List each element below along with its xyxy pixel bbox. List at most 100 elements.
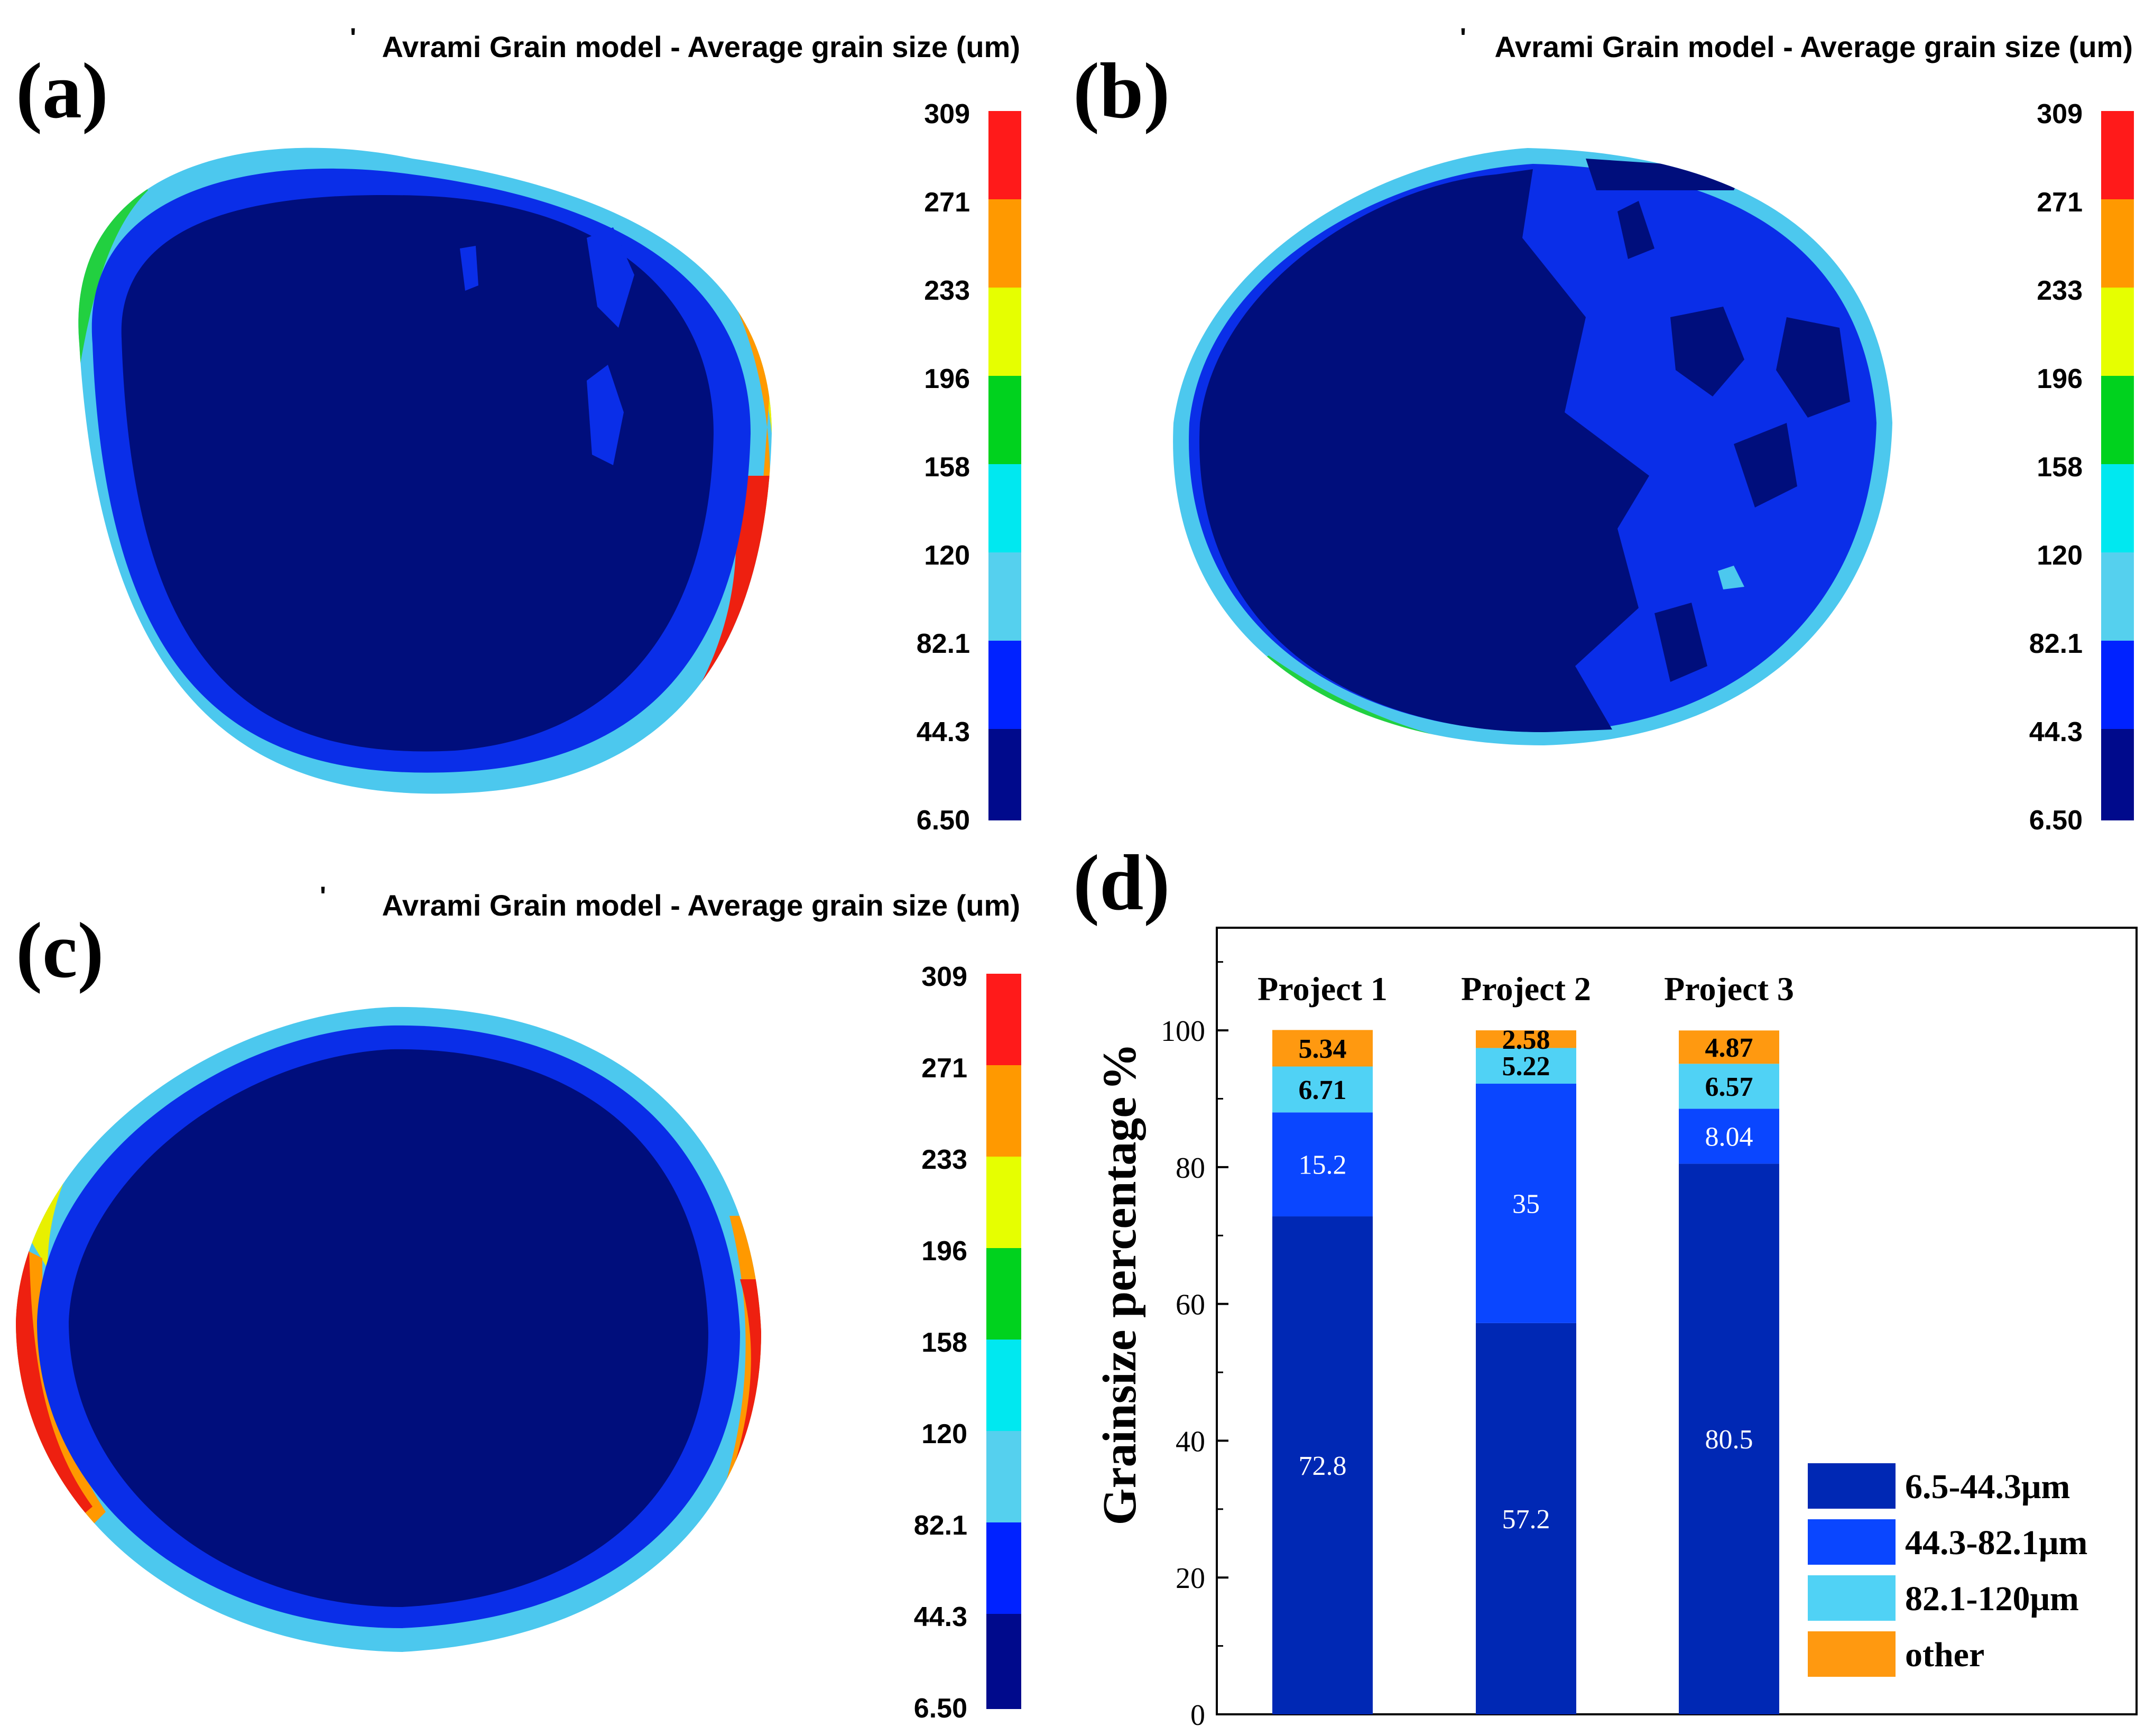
legend: 6.5-44.3μm 44.3-82.1μm 82.1-120μm other [1808, 1463, 2087, 1677]
colorbar-swatch [2101, 464, 2134, 552]
colorbar-swatch [2101, 552, 2134, 641]
y-axis: 0 20 40 60 80 100 [1161, 961, 1228, 1732]
colorbar-swatch [986, 1522, 1021, 1614]
y-axis-label: Grainsize percentage [1094, 1097, 1146, 1526]
colorbar-tick-label: 44.3 [914, 1602, 967, 1632]
bar-data-label: 80.5 [1705, 1425, 1753, 1455]
bar-data-label: 2.58 [1502, 1025, 1550, 1055]
colorbar-tick-label: 6.50 [914, 1693, 967, 1724]
colorbar-tick-label: 196 [2037, 364, 2083, 394]
colorbar-swatch [986, 974, 1021, 1065]
colorbar-tick-label: 82.1 [917, 629, 970, 659]
y-tick-label: 20 [1176, 1562, 1205, 1595]
panel-d: (d) 0 20 40 60 80 100 72.8 15.2 6.71 5.34 57.2 35 5… [1073, 839, 2138, 1732]
y-tick-label: 60 [1176, 1289, 1205, 1322]
bar-series: 72.8 15.2 6.71 5.34 57.2 35 5.222.58 80.5 8.04 6.… [1272, 1025, 1779, 1714]
colorbar-tick-label: 120 [921, 1419, 967, 1449]
colorbar-tick-label: 158 [921, 1327, 967, 1358]
colorbar-tick-label: 271 [921, 1053, 967, 1084]
colorbar-tick-label: 158 [924, 452, 970, 483]
bar-segment [1679, 1109, 1779, 1164]
colorbar-swatch [988, 729, 1021, 820]
bar-data-label: 72.8 [1299, 1451, 1347, 1481]
colorbar-tick-label: 309 [2037, 99, 2083, 130]
colorbar-swatch [986, 1614, 1021, 1709]
colorbar-b: 309 271 233 196 158 120 82.1 44.3 6.50 [2029, 99, 2134, 836]
colorbar-swatch [988, 464, 1021, 552]
colorbar-tick-label: 271 [2037, 187, 2083, 218]
bar-segment [1272, 1066, 1373, 1113]
bar-segment [1476, 1323, 1576, 1714]
colorbar-tick-label: 196 [921, 1236, 967, 1267]
category-label: Project 3 [1664, 970, 1794, 1008]
bar-data-label: 4.87 [1705, 1033, 1753, 1063]
bar-segment [1679, 1164, 1779, 1714]
y-tick-label: 80 [1176, 1152, 1205, 1185]
panel-label-c: (c) [16, 907, 104, 994]
y-tick-label: 100 [1161, 1015, 1205, 1048]
colorbar-a: 309 271 233 196 158 120 82.1 44.3 6.50 [917, 99, 1021, 836]
colorbar-swatch [2101, 288, 2134, 376]
colorbar-swatch [986, 1065, 1021, 1157]
colorbar-swatch [988, 552, 1021, 641]
colorbar-tick-label: 120 [2037, 540, 2083, 571]
legend-swatch [1808, 1519, 1896, 1565]
bar-data-label: 5.34 [1299, 1034, 1347, 1064]
grain-map-b [1173, 148, 1892, 745]
colorbar-swatch [2101, 199, 2134, 288]
colorbar-swatch [988, 199, 1021, 288]
colorbar-swatch [986, 1157, 1021, 1248]
title-mark-a: ' [350, 23, 356, 52]
legend-swatch [1808, 1575, 1896, 1621]
bar-segment [1272, 1030, 1373, 1067]
colorbar-tick-label: 309 [921, 962, 967, 992]
colorbar-tick-label: 271 [924, 187, 970, 218]
colorbar-swatch [2101, 641, 2134, 729]
bar-segment [1679, 1030, 1779, 1064]
colorbar-swatch [2101, 376, 2134, 464]
bar-data-label: 6.57 [1705, 1072, 1753, 1102]
y-tick-label: 40 [1176, 1425, 1205, 1458]
bar-data-label: 6.71 [1299, 1075, 1347, 1105]
grain-map-a [78, 147, 772, 794]
legend-label: other [1905, 1636, 1984, 1674]
colorbar-tick-label: 6.50 [2029, 805, 2083, 836]
category-label: Project 1 [1258, 970, 1388, 1008]
legend-label: 82.1-120μm [1905, 1580, 2079, 1618]
bar-segment [1679, 1064, 1779, 1109]
panel-b: (b) ' Avrami Grain model - Average grain… [1073, 23, 2134, 836]
bar-segment [1272, 1112, 1373, 1217]
colorbar-tick-label: 44.3 [917, 717, 970, 747]
category-labels: Project 1 Project 2 Project 3 [1258, 970, 1794, 1008]
panel-label-b: (b) [1073, 47, 1170, 135]
map-title-c: Avrami Grain model - Average grain size … [382, 889, 1020, 922]
colorbar-tick-label: 82.1 [2029, 629, 2083, 659]
category-label: Project 2 [1461, 970, 1591, 1008]
colorbar-c: 309 271 233 196 158 120 82.1 44.3 6.50 [914, 962, 1021, 1724]
colorbar-tick-label: 82.1 [914, 1510, 967, 1541]
bar-segment [1476, 1048, 1576, 1084]
colorbar-swatch [988, 641, 1021, 729]
colorbar-tick-label: 120 [924, 540, 970, 571]
colorbar-swatch [988, 376, 1021, 464]
bar-segment [1476, 1030, 1576, 1048]
colorbar-tick-label: 233 [2037, 275, 2083, 306]
colorbar-tick-label: 44.3 [2029, 717, 2083, 747]
y-axis-unit: % [1094, 1043, 1146, 1091]
colorbar-tick-label: 196 [924, 364, 970, 394]
map-title-a: Avrami Grain model - Average grain size … [382, 30, 1020, 63]
colorbar-swatch [2101, 111, 2134, 199]
legend-label: 44.3-82.1μm [1905, 1523, 2087, 1562]
colorbar-tick-label: 158 [2037, 452, 2083, 483]
legend-swatch [1808, 1463, 1896, 1509]
panel-a: (a) ' Avrami Grain model - Average grain… [16, 23, 1021, 836]
colorbar-swatch [2101, 729, 2134, 820]
bar-data-label: 8.04 [1705, 1122, 1753, 1152]
colorbar-swatch [986, 1248, 1021, 1340]
panel-label-a: (a) [16, 47, 108, 135]
colorbar-tick-label: 309 [924, 99, 970, 130]
title-mark-b: ' [1460, 23, 1466, 52]
bar-segment [1476, 1084, 1576, 1323]
colorbar-swatch [988, 288, 1021, 376]
